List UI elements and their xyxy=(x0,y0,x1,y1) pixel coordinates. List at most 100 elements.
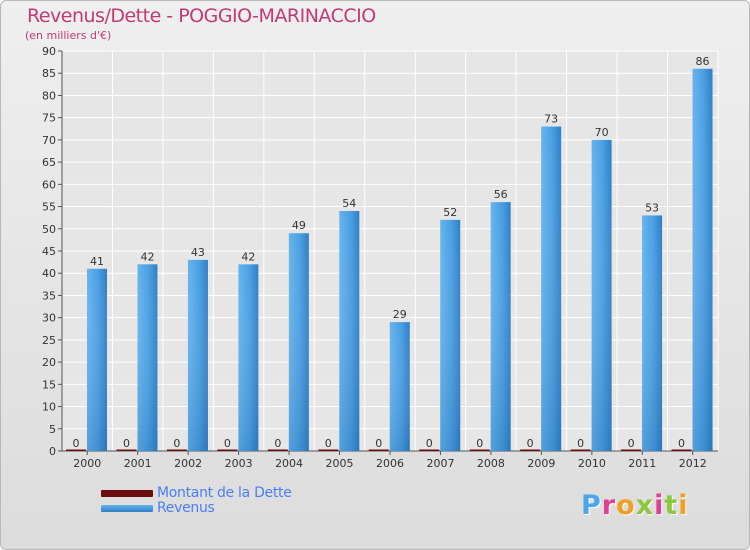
x-tick-label: 2012 xyxy=(679,457,707,470)
logo-letter: i xyxy=(678,490,689,521)
data-label-dette: 0 xyxy=(375,437,382,450)
bar-revenus-group xyxy=(591,139,612,451)
data-label-revenus: 41 xyxy=(90,255,104,268)
y-tick-label: 50 xyxy=(42,223,56,236)
bar-revenus-group xyxy=(238,264,259,451)
bar-revenus-group xyxy=(541,126,562,452)
y-tick-label: 5 xyxy=(49,423,56,436)
x-tick-label: 2006 xyxy=(376,457,404,470)
data-label-dette: 0 xyxy=(426,437,433,450)
bar-dette xyxy=(419,449,440,451)
data-label-revenus: 70 xyxy=(595,126,609,139)
bar-revenus-shade xyxy=(591,139,612,451)
data-label-dette: 0 xyxy=(678,437,685,450)
bar-revenus-shade xyxy=(187,259,208,451)
data-label-dette: 0 xyxy=(476,437,483,450)
bar-revenus-group xyxy=(288,233,309,451)
legend-label-revenus: Revenus xyxy=(157,500,215,516)
x-tick-label: 2008 xyxy=(477,457,505,470)
bar-revenus-shade xyxy=(389,322,410,451)
data-label-dette: 0 xyxy=(274,437,281,450)
bar-revenus-group xyxy=(440,219,461,451)
bar-dette xyxy=(318,449,339,451)
data-label-revenus: 42 xyxy=(241,250,255,263)
bar-revenus-shade xyxy=(87,268,107,451)
y-tick-label: 90 xyxy=(42,45,56,58)
data-label-revenus: 86 xyxy=(696,55,710,68)
logo-letter: i xyxy=(654,490,665,521)
data-label-dette: 0 xyxy=(173,437,180,450)
y-tick-label: 45 xyxy=(42,245,56,258)
logo-letter: x xyxy=(635,490,655,521)
y-tick-label: 75 xyxy=(42,112,56,125)
y-tick-label: 0 xyxy=(49,445,56,458)
data-label-revenus: 54 xyxy=(342,197,356,210)
data-label-dette: 0 xyxy=(123,437,130,450)
data-label-dette: 0 xyxy=(73,437,80,450)
bar-dette xyxy=(469,449,490,451)
y-tick-label: 20 xyxy=(42,356,56,369)
data-label-revenus: 53 xyxy=(645,201,659,214)
data-label-revenus: 49 xyxy=(292,219,306,232)
y-tick-label: 55 xyxy=(42,201,56,214)
y-tick-label: 65 xyxy=(42,156,56,169)
bar-dette xyxy=(267,449,288,451)
bar-revenus-group xyxy=(490,202,511,451)
legend-swatch-revenus xyxy=(101,505,153,512)
bar-dette xyxy=(671,449,692,451)
chart-subtitle: (en milliers d'€) xyxy=(25,29,112,42)
bar-revenus-group xyxy=(339,211,360,451)
data-label-revenus: 52 xyxy=(443,206,457,219)
data-label-revenus: 56 xyxy=(494,188,508,201)
x-tick-label: 2001 xyxy=(124,457,152,470)
data-label-revenus: 29 xyxy=(393,308,407,321)
x-tick-label: 2010 xyxy=(578,457,606,470)
y-tick-label: 15 xyxy=(42,378,56,391)
data-label-revenus: 73 xyxy=(544,113,558,126)
data-label-dette: 0 xyxy=(527,437,534,450)
bar-dette xyxy=(166,449,187,451)
data-label-dette: 0 xyxy=(325,437,332,450)
bar-dette xyxy=(520,449,541,451)
data-label-dette: 0 xyxy=(577,437,584,450)
x-tick-label: 2000 xyxy=(73,457,101,470)
bar-dette xyxy=(66,449,86,451)
legend-label-dette: Montant de la Dette xyxy=(157,485,292,501)
logo-letter: o xyxy=(616,490,636,521)
bar-revenus-shade xyxy=(490,202,511,451)
data-label-dette: 0 xyxy=(628,437,635,450)
x-tick-label: 2003 xyxy=(225,457,253,470)
bar-revenus-shade xyxy=(440,219,461,451)
y-tick-label: 40 xyxy=(42,267,56,280)
x-tick-label: 2007 xyxy=(426,457,454,470)
y-tick-label: 10 xyxy=(42,401,56,414)
logo-letter: r xyxy=(601,490,617,521)
logo-letter: P xyxy=(581,490,602,521)
bar-revenus-group xyxy=(642,215,663,451)
bar-revenus-shade xyxy=(339,211,360,451)
bar-revenus-group xyxy=(187,259,208,451)
bar-revenus-shade xyxy=(642,215,663,451)
bar-revenus-shade xyxy=(288,233,309,451)
y-tick-label: 80 xyxy=(42,89,56,102)
data-label-revenus: 42 xyxy=(140,250,154,263)
bar-revenus-shade xyxy=(238,264,259,451)
y-tick-label: 70 xyxy=(42,134,56,147)
bar-revenus-group xyxy=(389,322,410,451)
x-tick-label: 2005 xyxy=(326,457,354,470)
data-label-dette: 0 xyxy=(224,437,231,450)
bar-revenus-shade xyxy=(541,126,562,452)
bar-dette xyxy=(217,449,238,451)
bar-dette xyxy=(570,449,591,451)
bar-revenus-group xyxy=(87,268,107,451)
y-tick-label: 35 xyxy=(42,289,56,302)
y-tick-label: 30 xyxy=(42,312,56,325)
data-label-revenus: 43 xyxy=(191,246,205,259)
x-tick-label: 2011 xyxy=(628,457,656,470)
bar-dette xyxy=(368,449,389,451)
y-tick-label: 85 xyxy=(42,67,56,80)
bar-dette xyxy=(116,449,137,451)
bar-revenus-shade xyxy=(692,68,713,452)
